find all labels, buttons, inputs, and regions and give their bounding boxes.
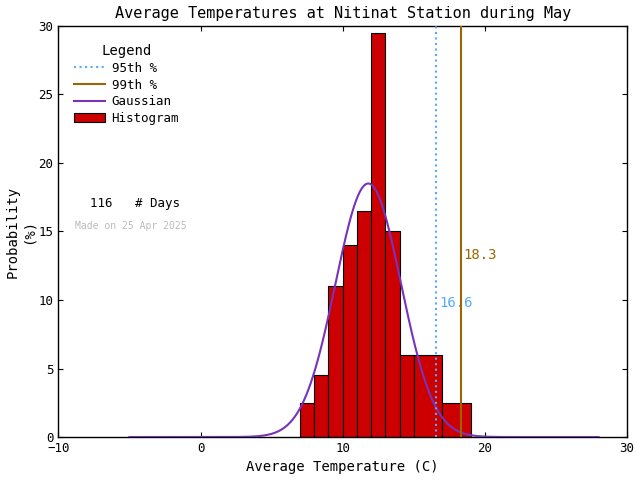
Bar	[314, 375, 328, 437]
Bar	[413, 355, 442, 437]
X-axis label: Average Temperature (C): Average Temperature (C)	[246, 460, 439, 474]
Title: Average Temperatures at Nitinat Station during May: Average Temperatures at Nitinat Station …	[115, 6, 571, 21]
Y-axis label: Probability
(%): Probability (%)	[6, 185, 36, 277]
Bar	[342, 245, 357, 437]
Bar	[328, 286, 342, 437]
Text: 16.6: 16.6	[439, 296, 473, 310]
Bar	[399, 355, 413, 437]
Bar	[371, 33, 385, 437]
Bar	[357, 211, 371, 437]
Text: Made on 25 Apr 2025: Made on 25 Apr 2025	[76, 221, 187, 231]
Bar	[385, 231, 399, 437]
Text: 18.3: 18.3	[463, 248, 497, 262]
Bar	[300, 403, 314, 437]
Text: 116   # Days: 116 # Days	[76, 196, 180, 209]
Bar	[442, 403, 470, 437]
Legend: 95th %, 99th %, Gaussian, Histogram: 95th %, 99th %, Gaussian, Histogram	[70, 40, 183, 129]
